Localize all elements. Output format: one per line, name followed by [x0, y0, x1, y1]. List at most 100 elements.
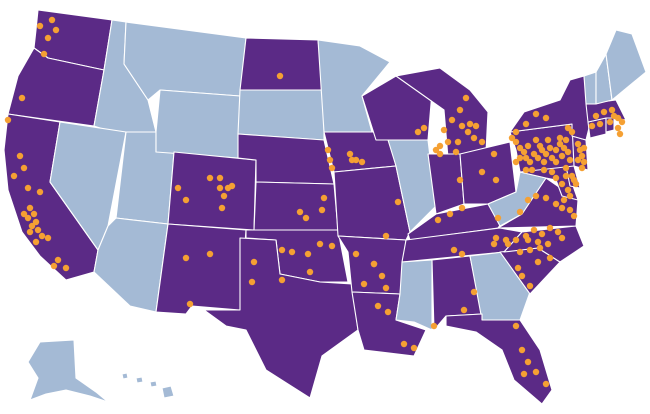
location-dot-pennsylvania-6[interactable] — [526, 158, 534, 166]
location-dot-pennsylvania-8[interactable] — [534, 154, 542, 162]
location-dot-california-5[interactable] — [24, 184, 32, 192]
location-dot-pennsylvania-25[interactable] — [552, 158, 560, 166]
location-dot-north-carolina-2[interactable] — [504, 240, 512, 248]
location-dot-california-3[interactable] — [20, 164, 28, 172]
location-dot-pennsylvania-5[interactable] — [522, 154, 530, 162]
state-texas[interactable] — [203, 237, 359, 399]
location-dot-pennsylvania-7[interactable] — [530, 150, 538, 158]
location-dot-wisconsin-2[interactable] — [420, 124, 428, 132]
location-dot-north-dakota-1[interactable] — [276, 72, 284, 80]
location-dot-michigan-3[interactable] — [458, 122, 466, 130]
location-dot-south-carolina-5[interactable] — [526, 282, 534, 290]
location-dot-new-york-4[interactable] — [542, 114, 550, 122]
location-dot-north-carolina-6[interactable] — [538, 230, 546, 238]
location-dot-kentucky-1[interactable] — [450, 246, 458, 254]
location-dot-florida-2[interactable] — [518, 346, 526, 354]
location-dot-massachusetts-6[interactable] — [618, 118, 626, 126]
location-dot-michigan-2[interactable] — [448, 116, 456, 124]
location-dot-california-16[interactable] — [32, 238, 40, 246]
location-dot-oregon-1[interactable] — [18, 94, 26, 102]
location-dot-michigan-15[interactable] — [462, 94, 470, 102]
location-dot-virginia-4[interactable] — [542, 194, 550, 202]
location-dot-arkansas-2[interactable] — [370, 260, 378, 268]
location-dot-texas-6[interactable] — [186, 300, 194, 308]
location-dot-new-york-1[interactable] — [512, 128, 520, 136]
location-dot-michigan-4[interactable] — [466, 120, 474, 128]
location-dot-florida-4[interactable] — [542, 380, 550, 388]
location-dot-louisiana-3[interactable] — [410, 344, 418, 352]
location-dot-pennsylvania-30[interactable] — [522, 166, 530, 174]
location-dot-texas-3[interactable] — [360, 280, 368, 288]
location-dot-wisconsin-1[interactable] — [414, 128, 422, 136]
location-dot-pennsylvania-24[interactable] — [540, 158, 548, 166]
location-dot-oklahoma-6[interactable] — [306, 268, 314, 276]
location-dot-arkansas-1[interactable] — [382, 232, 390, 240]
location-dot-north-carolina-3[interactable] — [512, 236, 520, 244]
location-dot-new-jersey-4[interactable] — [580, 158, 588, 166]
location-dot-kansas-4[interactable] — [320, 194, 328, 202]
location-dot-washington-4[interactable] — [44, 34, 52, 42]
location-dot-pennsylvania-21[interactable] — [524, 142, 532, 150]
location-dot-pennsylvania-3[interactable] — [516, 144, 524, 152]
location-dot-maryland-2[interactable] — [552, 174, 560, 182]
location-dot-south-carolina-1[interactable] — [514, 264, 522, 272]
state-new-mexico[interactable] — [155, 223, 247, 315]
location-dot-south-carolina-2[interactable] — [534, 258, 542, 266]
location-dot-pennsylvania-15[interactable] — [558, 152, 566, 160]
location-dot-ohio-3[interactable] — [492, 176, 500, 184]
location-dot-virginia-7[interactable] — [566, 206, 574, 214]
location-dot-california-8[interactable] — [20, 210, 28, 218]
location-dot-pennsylvania-20[interactable] — [536, 142, 544, 150]
location-dot-indiana-1[interactable] — [456, 176, 464, 184]
location-dot-virginia-2[interactable] — [524, 196, 532, 204]
location-dot-michigan-10[interactable] — [444, 138, 452, 146]
state-michigan[interactable] — [395, 67, 489, 159]
state-colorado[interactable] — [167, 151, 257, 231]
location-dot-california-15[interactable] — [38, 232, 46, 240]
location-dot-virginia-9[interactable] — [558, 204, 566, 212]
location-dot-oklahoma-7[interactable] — [278, 276, 286, 284]
location-dot-pennsylvania-2[interactable] — [512, 138, 520, 146]
location-dot-florida-6[interactable] — [524, 358, 532, 366]
location-dot-massachusetts-2[interactable] — [600, 108, 608, 116]
location-dot-connecticut-2[interactable] — [596, 120, 604, 128]
location-dot-tennessee-2[interactable] — [490, 240, 498, 248]
location-dot-connecticut-1[interactable] — [588, 122, 596, 130]
location-dot-colorado-9[interactable] — [220, 192, 228, 200]
location-dot-michigan-11[interactable] — [436, 142, 444, 150]
location-dot-pennsylvania-22[interactable] — [516, 154, 524, 162]
location-dot-new-mexico-4[interactable] — [248, 278, 256, 286]
location-dot-washington-3[interactable] — [36, 22, 44, 30]
location-dot-north-carolina-10[interactable] — [544, 240, 552, 248]
location-dot-michigan-16[interactable] — [456, 106, 464, 114]
location-dot-kansas-3[interactable] — [318, 206, 326, 214]
location-dot-new-york-2[interactable] — [522, 120, 530, 128]
location-dot-maryland-6[interactable] — [566, 192, 574, 200]
location-dot-michigan-14[interactable] — [452, 148, 460, 156]
location-dot-washington-1[interactable] — [48, 16, 56, 24]
location-dot-texas-1[interactable] — [352, 250, 360, 258]
location-dot-colorado-1[interactable] — [174, 184, 182, 192]
location-dot-oklahoma-2[interactable] — [288, 248, 296, 256]
location-dot-missouri-1[interactable] — [394, 198, 402, 206]
location-dot-california-19[interactable] — [62, 264, 70, 272]
location-dot-new-jersey-7[interactable] — [580, 144, 588, 152]
location-dot-delaware-3[interactable] — [572, 180, 580, 188]
state-kansas[interactable] — [253, 181, 339, 231]
location-dot-new-jersey-6[interactable] — [578, 164, 586, 172]
location-dot-kansas-2[interactable] — [302, 214, 310, 222]
location-dot-california-1[interactable] — [4, 116, 12, 124]
location-dot-ohio-1[interactable] — [490, 150, 498, 158]
location-dot-north-carolina-4[interactable] — [522, 232, 530, 240]
state-missouri[interactable] — [333, 165, 411, 241]
location-dot-virginia-3[interactable] — [532, 192, 540, 200]
location-dot-michigan-9[interactable] — [454, 138, 462, 146]
location-dot-indiana-4[interactable] — [434, 216, 442, 224]
location-dot-california-11[interactable] — [32, 218, 40, 226]
location-dot-arkansas-3[interactable] — [378, 272, 386, 280]
location-dot-virginia-6[interactable] — [560, 196, 568, 204]
location-dot-colorado-2[interactable] — [182, 196, 190, 204]
location-dot-north-carolina-5[interactable] — [530, 226, 538, 234]
location-dot-north-carolina-1[interactable] — [492, 234, 500, 242]
location-dot-california-9[interactable] — [24, 214, 32, 222]
